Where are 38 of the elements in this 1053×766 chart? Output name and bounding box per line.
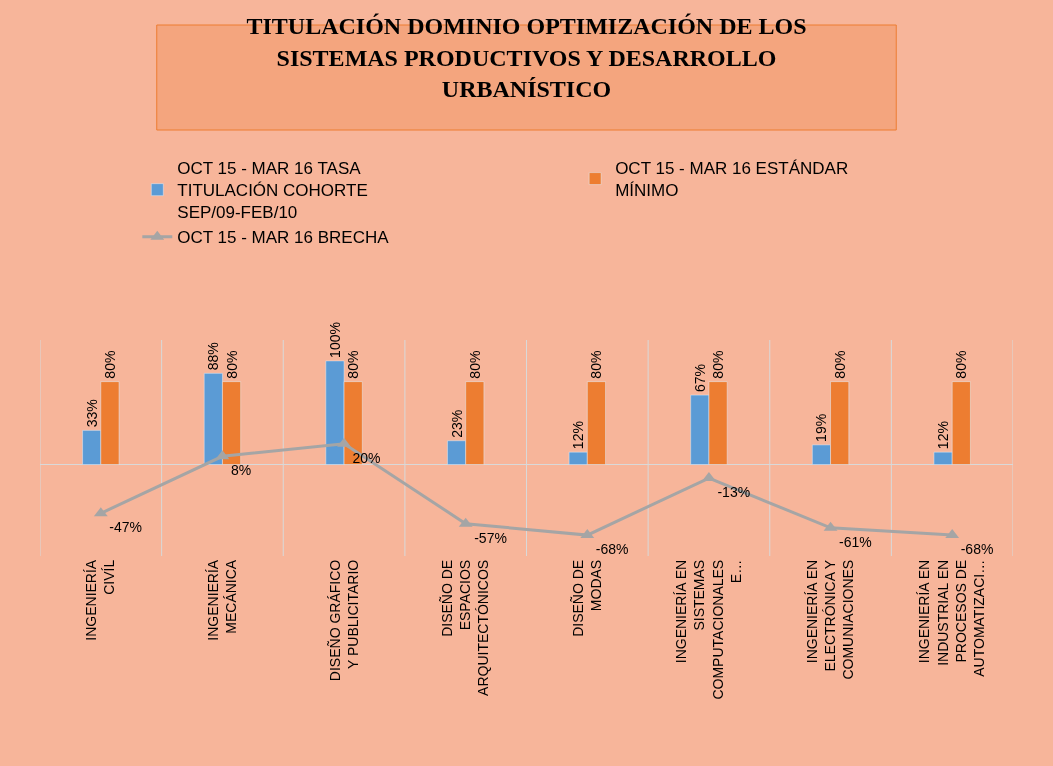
x-tick-label: INGENIERÍA EN INDUSTRIAL EN PROCESOS DE AUTOMATIZACI… [916, 559, 988, 677]
data-label: 33% [83, 399, 100, 428]
point [702, 472, 716, 482]
data-label: 80% [223, 350, 240, 379]
data-label: -68% [595, 541, 629, 558]
data-label: 80% [466, 350, 483, 379]
data-label: 8% [230, 462, 252, 479]
data-label: 80% [345, 350, 362, 379]
data-label: 88% [205, 342, 222, 371]
legend-label: OCT 15 - MAR 16 ESTÁNDAR MÍNIMO [615, 159, 849, 201]
data-label: 80% [710, 350, 727, 379]
x-tick-label: DISEÑO DE ESPACIOS ARQUITECTÓNICOS [439, 559, 492, 696]
data-label: 20% [352, 449, 381, 466]
data-label: 19% [813, 413, 830, 442]
data-label: 23% [448, 409, 465, 438]
data-label: 80% [588, 350, 605, 379]
data-label: 12% [935, 421, 952, 450]
data-label: 12% [570, 421, 587, 450]
data-label: 80% [101, 350, 118, 379]
data-label: 80% [953, 350, 970, 379]
x-tick-label: INGENIERÍA EN ELECTRÓNICA Y COMUNIACIONES [803, 559, 857, 680]
x-tick-label: DISEÑO DE MODAS [569, 559, 604, 637]
data-label: -68% [960, 541, 994, 558]
data-label: 100% [326, 322, 343, 358]
x-tick-label: INGENIERÍA CIVÍL [83, 559, 118, 641]
chart-title: TITULACIÓN DOMINIO OPTIMIZACIÓN DE LOS SISTEMAS PRODUCTIVOS Y DESARROLLO URBANÍSTICO [246, 13, 807, 102]
data-label: 67% [691, 364, 708, 393]
legend-label: OCT 15 - MAR 16 BRECHA [177, 228, 390, 248]
data-label: -13% [717, 484, 751, 501]
legend-label: OCT 15 - MAR 16 TASA TITULACIÓN COHORTE SEP/09-FEB/10 [177, 159, 368, 223]
x-tick-label: DISEÑO GRÁFICO Y PUBLICITARIO [326, 559, 361, 682]
x-tick-label: INGENIERÍA MECÁNICA [204, 559, 240, 641]
x-tick-label: INGENIERÍA EN SISTEMAS COMPUTACIONALES E… [673, 559, 744, 700]
point [337, 437, 351, 447]
data-label: -61% [839, 533, 872, 550]
data-label: -57% [474, 529, 507, 546]
data-label: 80% [831, 350, 848, 379]
data-label: -47% [109, 519, 142, 536]
